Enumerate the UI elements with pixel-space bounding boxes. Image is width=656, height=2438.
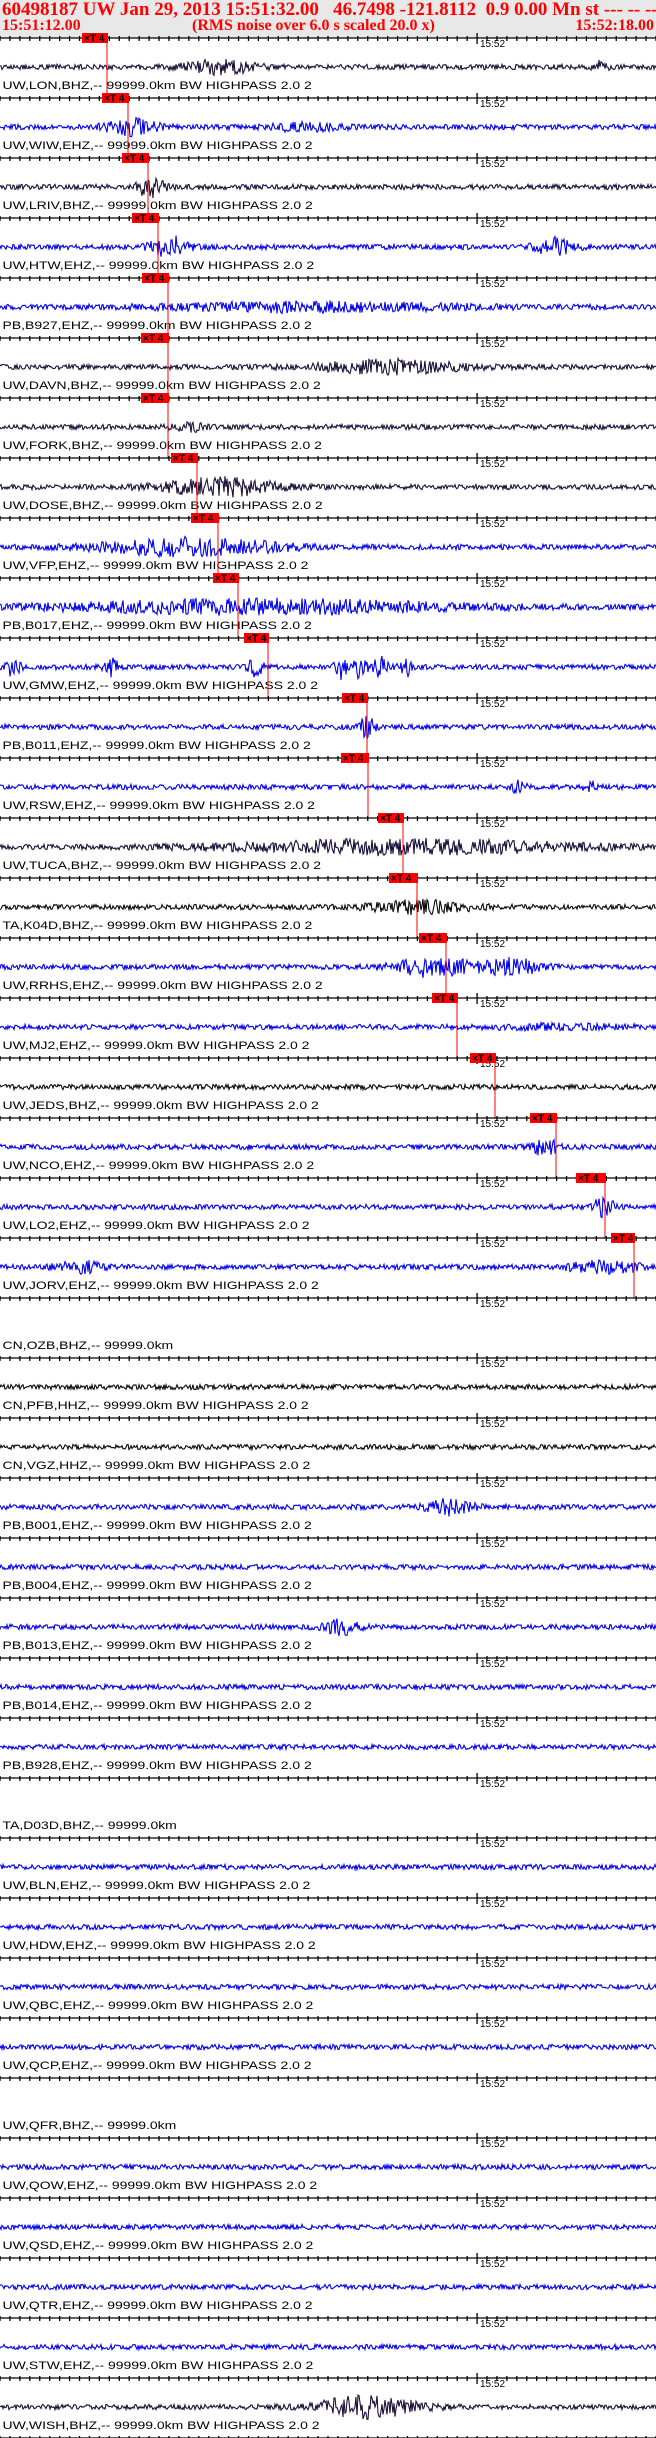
svg-text:15:52: 15:52 [480,219,505,230]
svg-text:15:52: 15:52 [480,1899,505,1910]
svg-text:15:52: 15:52 [480,39,505,50]
svg-text:15:52: 15:52 [480,2379,505,2390]
svg-text:15:52: 15:52 [480,1359,505,1370]
svg-text:×T 4: ×T 4 [343,754,364,765]
svg-text:UW,GMW,EHZ,-- 99999.0km BW HIG: UW,GMW,EHZ,-- 99999.0km BW HIGHPASS 2.0 … [3,679,318,691]
svg-text:UW,RSW,EHZ,-- 99999.0km BW HIG: UW,RSW,EHZ,-- 99999.0km BW HIGHPASS 2.0 … [3,799,315,811]
svg-text:×T 4: ×T 4 [144,274,165,285]
svg-text:×T 4: ×T 4 [532,1114,553,1125]
svg-text:15:52: 15:52 [480,399,505,410]
svg-text:×T 4: ×T 4 [246,634,267,645]
svg-text:15:52: 15:52 [480,1779,505,1790]
svg-text:15:52: 15:52 [480,879,505,890]
svg-text:×T 4: ×T 4 [124,154,145,165]
svg-text:UW,WIW,EHZ,-- 99999.0km BW HIG: UW,WIW,EHZ,-- 99999.0km BW HIGHPASS 2.0 … [3,139,313,151]
svg-text:UW,FORK,BHZ,-- 99999.0km BW HI: UW,FORK,BHZ,-- 99999.0km BW HIGHPASS 2.0… [3,439,322,451]
svg-text:×T 4: ×T 4 [84,34,105,45]
svg-text:15:52: 15:52 [480,1179,505,1190]
svg-text:15:52: 15:52 [480,1299,505,1310]
svg-text:15:52: 15:52 [480,939,505,950]
svg-text:PB,B004,EHZ,-- 99999.0km BW HI: PB,B004,EHZ,-- 99999.0km BW HIGHPASS 2.0… [3,1579,312,1591]
svg-text:UW,HDW,EHZ,-- 99999.0km BW HIG: UW,HDW,EHZ,-- 99999.0km BW HIGHPASS 2.0 … [3,1939,316,1951]
svg-text:×T 4: ×T 4 [613,1234,634,1245]
svg-text:PB,B014,EHZ,-- 99999.0km BW HI: PB,B014,EHZ,-- 99999.0km BW HIGHPASS 2.0… [3,1699,312,1711]
svg-text:15:52: 15:52 [480,1479,505,1490]
svg-text:UW,TUCA,BHZ,-- 99999.0km BW HI: UW,TUCA,BHZ,-- 99999.0km BW HIGHPASS 2.0… [3,859,322,871]
svg-text:×T 4: ×T 4 [578,1174,599,1185]
svg-text:×T 4: ×T 4 [104,94,125,105]
svg-text:15:52: 15:52 [480,1959,505,1970]
svg-text:15:52: 15:52 [480,1119,505,1130]
svg-text:15:52: 15:52 [480,1539,505,1550]
svg-text:×T 4: ×T 4 [193,514,214,525]
svg-text:×T 4: ×T 4 [134,214,155,225]
svg-text:15:52: 15:52 [480,2259,505,2270]
svg-text:UW,DAVN,BHZ,-- 99999.0km BW HI: UW,DAVN,BHZ,-- 99999.0km BW HIGHPASS 2.0… [3,379,321,391]
svg-text:UW,STW,EHZ,-- 99999.0km BW HIG: UW,STW,EHZ,-- 99999.0km BW HIGHPASS 2.0 … [3,2359,314,2371]
svg-text:PB,B013,EHZ,-- 99999.0km BW HI: PB,B013,EHZ,-- 99999.0km BW HIGHPASS 2.0… [3,1639,312,1651]
svg-text:×T 4: ×T 4 [143,334,164,345]
svg-text:UW,NCO,EHZ,-- 99999.0km BW HIG: UW,NCO,EHZ,-- 99999.0km BW HIGHPASS 2.0 … [3,1159,315,1171]
svg-text:PB,B011,EHZ,-- 99999.0km BW HI: PB,B011,EHZ,-- 99999.0km BW HIGHPASS 2.0… [3,739,311,751]
svg-text:UW,BLN,EHZ,-- 99999.0km BW HIG: UW,BLN,EHZ,-- 99999.0km BW HIGHPASS 2.0 … [3,1879,311,1891]
svg-text:UW,MJ2,EHZ,-- 99999.0km BW HIG: UW,MJ2,EHZ,-- 99999.0km BW HIGHPASS 2.0 … [3,1039,310,1051]
svg-text:UW,WISH,BHZ,-- 99999.0km BW HI: UW,WISH,BHZ,-- 99999.0km BW HIGHPASS 2.0… [3,2419,320,2431]
svg-text:UW,QOW,EHZ,-- 99999.0km BW HIG: UW,QOW,EHZ,-- 99999.0km BW HIGHPASS 2.0 … [3,2179,318,2191]
svg-text:15:52: 15:52 [480,2199,505,2210]
svg-text:×T 4: ×T 4 [173,454,194,465]
svg-text:15:52: 15:52 [480,99,505,110]
svg-text:UW,JEDS,BHZ,-- 99999.0km BW HI: UW,JEDS,BHZ,-- 99999.0km BW HIGHPASS 2.0… [3,1099,319,1111]
svg-text:UW,DOSE,BHZ,-- 99999.0km BW HI: UW,DOSE,BHZ,-- 99999.0km BW HIGHPASS 2.0… [3,499,323,511]
svg-text:UW,QBC,EHZ,-- 99999.0km BW HIG: UW,QBC,EHZ,-- 99999.0km BW HIGHPASS 2.0 … [3,1999,314,2011]
svg-text:PB,B927,EHZ,-- 99999.0km BW HI: PB,B927,EHZ,-- 99999.0km BW HIGHPASS 2.0… [3,319,312,331]
svg-text:15:52: 15:52 [480,2079,505,2090]
svg-text:×T 4: ×T 4 [421,934,442,945]
svg-text:TA,K04D,BHZ,-- 99999.0km BW HI: TA,K04D,BHZ,-- 99999.0km BW HIGHPASS 2.0… [3,919,313,931]
svg-text:UW,QCP,EHZ,-- 99999.0km BW HIG: UW,QCP,EHZ,-- 99999.0km BW HIGHPASS 2.0 … [3,2059,312,2071]
svg-text:15:52: 15:52 [480,999,505,1010]
svg-text:UW,LON,BHZ,-- 99999.0km BW HIG: UW,LON,BHZ,-- 99999.0km BW HIGHPASS 2.0 … [3,79,312,91]
svg-text:15:52: 15:52 [480,339,505,350]
svg-text:CN,OZB,BHZ,-- 99999.0km: CN,OZB,BHZ,-- 99999.0km [3,1339,174,1351]
svg-text:15:52: 15:52 [480,1599,505,1610]
svg-text:×T 4: ×T 4 [143,394,164,405]
svg-text:UW,QTR,EHZ,-- 99999.0km BW HIG: UW,QTR,EHZ,-- 99999.0km BW HIGHPASS 2.0 … [3,2299,313,2311]
svg-text:15:52: 15:52 [480,759,505,770]
svg-text:PB,B017,EHZ,-- 99999.0km BW HI: PB,B017,EHZ,-- 99999.0km BW HIGHPASS 2.0… [3,619,312,631]
svg-text:UW,QFR,BHZ,-- 99999.0km: UW,QFR,BHZ,-- 99999.0km [3,2119,177,2131]
svg-text:×T 4: ×T 4 [391,874,412,885]
svg-text:TA,D03D,BHZ,-- 99999.0km: TA,D03D,BHZ,-- 99999.0km [3,1819,177,1831]
svg-text:15:52: 15:52 [480,459,505,470]
svg-text:15:52: 15:52 [480,819,505,830]
svg-text:15:52: 15:52 [480,2319,505,2330]
svg-text:CN,VGZ,HHZ,-- 99999.0km BW HIG: CN,VGZ,HHZ,-- 99999.0km BW HIGHPASS 2.0 … [3,1459,311,1471]
svg-text:PB,B001,EHZ,-- 99999.0km BW HI: PB,B001,EHZ,-- 99999.0km BW HIGHPASS 2.0… [3,1519,312,1531]
svg-text:15:52: 15:52 [480,2019,505,2030]
svg-text:×T 4: ×T 4 [344,694,365,705]
svg-text:UW,LRIV,BHZ,-- 99999.0km BW HI: UW,LRIV,BHZ,-- 99999.0km BW HIGHPASS 2.0… [3,199,313,211]
svg-text:15:52: 15:52 [480,2139,505,2150]
svg-text:UW,JORV,EHZ,-- 99999.0km BW HI: UW,JORV,EHZ,-- 99999.0km BW HIGHPASS 2.0… [3,1279,319,1291]
svg-text:×T 4: ×T 4 [434,994,455,1005]
svg-text:15:52: 15:52 [480,579,505,590]
svg-text:CN,PFB,HHZ,-- 99999.0km BW HIG: CN,PFB,HHZ,-- 99999.0km BW HIGHPASS 2.0 … [3,1399,309,1411]
svg-text:15:52: 15:52 [480,519,505,530]
svg-text:15:52: 15:52 [480,1719,505,1730]
svg-text:PB,B928,EHZ,-- 99999.0km BW HI: PB,B928,EHZ,-- 99999.0km BW HIGHPASS 2.0… [3,1759,312,1771]
svg-text:×T 4: ×T 4 [380,814,401,825]
svg-text:UW,RRHS,EHZ,-- 99999.0km BW HI: UW,RRHS,EHZ,-- 99999.0km BW HIGHPASS 2.0… [3,979,323,991]
svg-text:×T 4: ×T 4 [215,574,236,585]
svg-text:×T 4: ×T 4 [472,1054,493,1065]
svg-text:15:52: 15:52 [480,639,505,650]
svg-text:15:52: 15:52 [480,279,505,290]
svg-text:UW,QSD,EHZ,-- 99999.0km BW HIG: UW,QSD,EHZ,-- 99999.0km BW HIGHPASS 2.0 … [3,2239,314,2251]
svg-text:15:52: 15:52 [480,1659,505,1670]
svg-text:15:52: 15:52 [480,1419,505,1430]
svg-text:15:52: 15:52 [480,159,505,170]
svg-text:UW,LO2,EHZ,-- 99999.0km BW HIG: UW,LO2,EHZ,-- 99999.0km BW HIGHPASS 2.0 … [3,1219,310,1231]
svg-text:15:52: 15:52 [480,1239,505,1250]
svg-text:UW,VFP,EHZ,-- 99999.0km BW HIG: UW,VFP,EHZ,-- 99999.0km BW HIGHPASS 2.0 … [3,559,309,571]
svg-text:15:52: 15:52 [480,1839,505,1850]
svg-text:15:52: 15:52 [480,699,505,710]
